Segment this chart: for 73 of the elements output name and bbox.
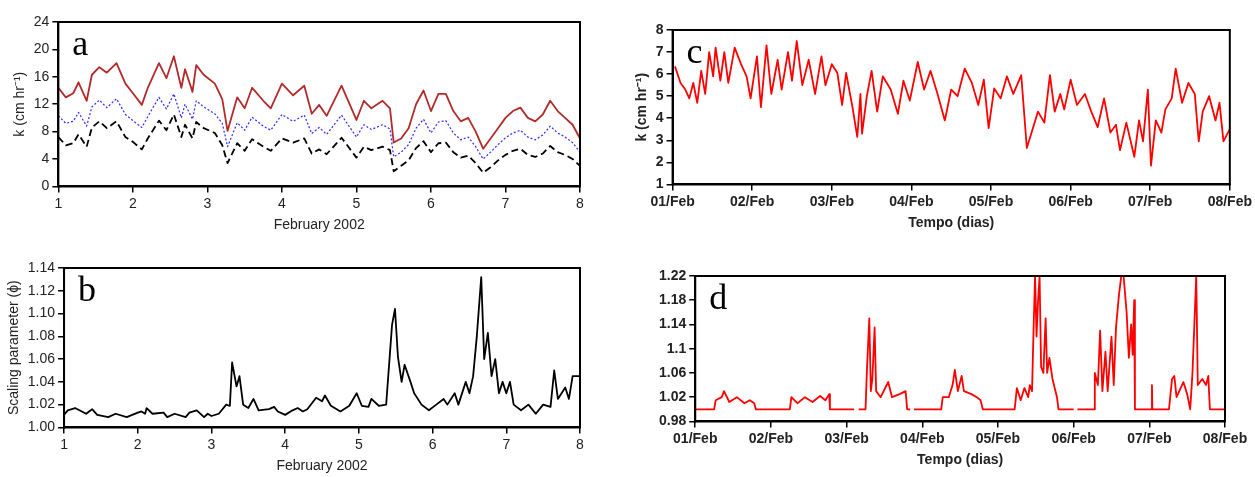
- y-tick-label: 20: [33, 40, 50, 57]
- x-tick-label: 04/Feb: [900, 429, 945, 446]
- x-tick-label: 8: [576, 194, 585, 211]
- x-tick-label: 07/Feb: [1127, 429, 1172, 446]
- x-tick-label: 2: [128, 194, 137, 211]
- y-axis-title: Scaling parameter (ϕ): [5, 280, 22, 416]
- y-tick-label: 1: [655, 175, 664, 192]
- y-tick-label: 1.06: [659, 363, 687, 380]
- x-tick-label: 4: [281, 435, 290, 452]
- y-tick-label: 1.14: [27, 258, 56, 275]
- y-axis-title: k (cm hr⁻¹): [11, 71, 28, 137]
- y-tick-label: 1.10: [27, 304, 56, 321]
- annotation: c: [686, 31, 703, 72]
- x-tick-label: 06/Feb: [1051, 429, 1096, 446]
- y-tick-label: 1.1: [666, 339, 687, 356]
- x-tick-label: 03/Feb: [824, 429, 869, 446]
- y-tick-label: 1.12: [27, 281, 56, 298]
- y-tick-label: 4: [41, 149, 50, 166]
- x-tick-label: 02/Feb: [730, 192, 775, 209]
- x-axis-title: February 2002: [273, 216, 365, 233]
- y-tick-label: 1.14: [659, 315, 687, 332]
- y-tick-label: 5: [655, 87, 664, 104]
- y-tick-label: 1.00: [27, 418, 56, 435]
- x-tick-label: 07/Feb: [1128, 192, 1173, 209]
- y-tick-label: 8: [41, 122, 50, 139]
- line-series: [58, 93, 580, 160]
- y-tick-label: 1.02: [659, 388, 687, 405]
- x-tick-label: 08/Feb: [1202, 429, 1248, 446]
- x-tick-label: 3: [207, 435, 216, 452]
- y-tick-label: 8: [655, 20, 664, 37]
- y-tick-label: 1.02: [27, 395, 56, 412]
- annotation: a: [72, 23, 89, 64]
- x-tick-label: 03/Feb: [809, 192, 854, 209]
- x-tick-label: 1: [60, 435, 69, 452]
- x-axis-title: Tempo (dias): [917, 451, 1004, 468]
- x-tick-label: 6: [428, 435, 437, 452]
- x-tick-label: 01/Feb: [650, 192, 695, 209]
- x-axis-title: Tempo (dias): [908, 214, 995, 231]
- x-tick-label: 8: [576, 435, 585, 452]
- y-tick-label: 2: [655, 153, 664, 170]
- x-tick-label: 05/Feb: [975, 429, 1021, 446]
- x-tick-label: 08/Feb: [1207, 192, 1252, 209]
- y-tick-label: 1.18: [659, 291, 687, 308]
- y-tick-label: 7: [655, 42, 664, 59]
- y-tick-label: 6: [655, 64, 664, 81]
- y-tick-label: 1.06: [27, 349, 56, 366]
- y-tick-label: 1.04: [27, 372, 56, 389]
- x-tick-label: 3: [203, 194, 212, 211]
- x-tick-label: 05/Feb: [968, 192, 1014, 209]
- x-tick-label: 04/Feb: [889, 192, 934, 209]
- y-tick-label: 1.08: [27, 327, 56, 344]
- x-tick-label: 5: [352, 194, 361, 211]
- y-tick-label: 1.22: [659, 266, 687, 283]
- x-tick-label: 06/Feb: [1048, 192, 1093, 209]
- x-axis-title: February 2002: [276, 457, 368, 474]
- x-tick-label: 7: [502, 435, 511, 452]
- y-tick-label: 12: [33, 95, 50, 112]
- x-tick-label: 5: [354, 435, 363, 452]
- y-tick-label: 4: [655, 109, 664, 126]
- y-tick-label: 0.98: [659, 412, 687, 429]
- x-tick-label: 01/Feb: [673, 429, 718, 446]
- y-axis-title: k (cm hr⁻¹): [633, 72, 650, 142]
- y-tick-label: 3: [655, 131, 664, 148]
- x-tick-label: 4: [278, 194, 287, 211]
- x-tick-label: 7: [501, 194, 510, 211]
- x-tick-label: 2: [133, 435, 142, 452]
- x-tick-label: 6: [427, 194, 436, 211]
- y-tick-label: 0: [41, 177, 50, 194]
- annotation: b: [78, 269, 97, 310]
- y-tick-label: 24: [33, 12, 50, 29]
- y-tick-label: 16: [33, 67, 50, 84]
- x-tick-label: 02/Feb: [748, 429, 794, 446]
- annotation: d: [709, 277, 728, 318]
